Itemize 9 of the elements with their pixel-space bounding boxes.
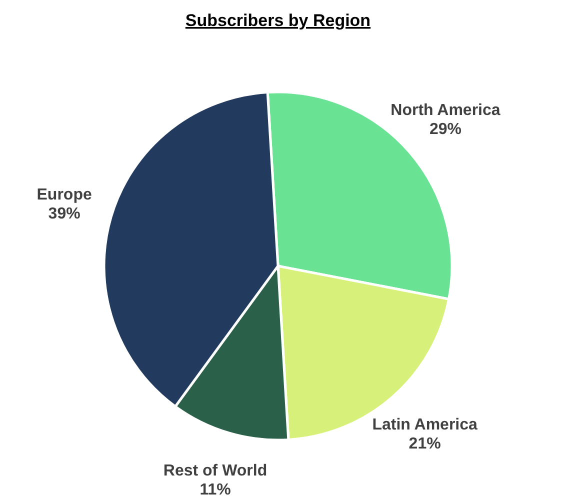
data-label: 11% [200, 482, 231, 499]
data-label: 21% [408, 435, 441, 452]
data-label: 39% [48, 205, 80, 222]
data-label: 29% [429, 121, 462, 138]
slice-label: Europe [36, 186, 92, 204]
slice-label: Rest of World [163, 462, 268, 480]
chart-title: Subscribers by Region [185, 11, 371, 30]
slice-label: Latin America [372, 416, 478, 434]
slice-label: North America [390, 102, 500, 120]
